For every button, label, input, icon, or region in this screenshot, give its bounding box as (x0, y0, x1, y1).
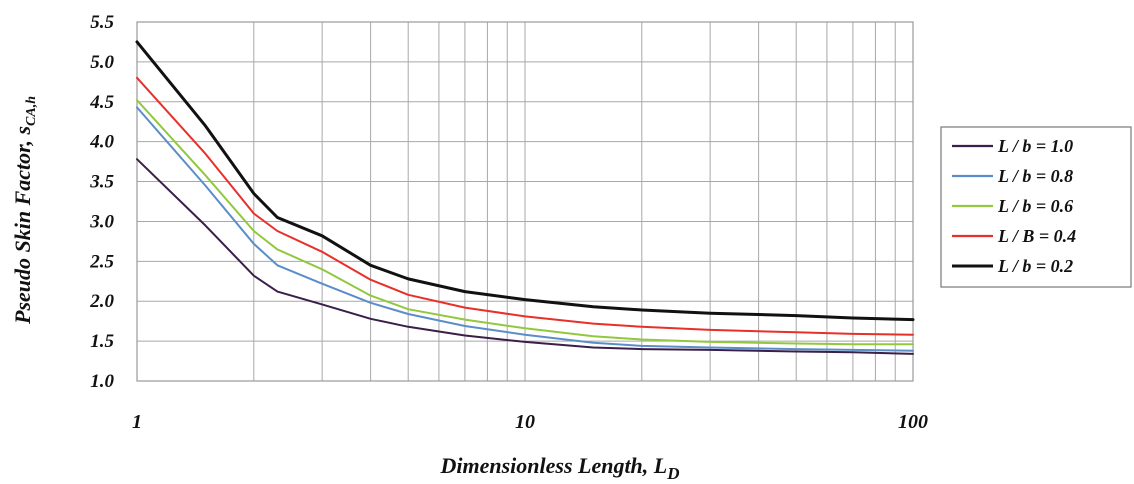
y-tick-label: 4.5 (89, 92, 114, 113)
series-line-4 (136, 76, 914, 336)
y-tick-label: 4.0 (89, 132, 114, 153)
y-tick-labels: 1.0 1.5 2.0 2.5 3.0 3.5 4.0 4.5 5.0 5.5 (89, 12, 114, 392)
y-tick-label: 5.0 (90, 52, 114, 73)
legend: L / b = 1.0 L / b = 0.8 L / b = 0.6 L / B =… (940, 126, 1132, 288)
grid (137, 21, 913, 382)
y-tick-label: 2.5 (89, 251, 114, 272)
series-line-3 (136, 99, 914, 346)
series-line-2 (136, 106, 914, 352)
y-tick-label: 1.0 (90, 371, 114, 392)
series-lines (135, 40, 915, 355)
legend-label: L / b = 0.6 (997, 196, 1073, 216)
y-tick-label: 3.0 (89, 211, 114, 232)
y-axis-title: Pseudo Skin Factor, sCA,h (10, 96, 39, 325)
x-tick-label: 100 (898, 411, 928, 433)
x-tick-labels: 1 10 100 (132, 411, 928, 433)
y-tick-label: 5.5 (90, 12, 114, 33)
x-axis-title: Dimensionless Length, LD (439, 453, 679, 479)
legend-items: L / b = 1.0 L / b = 0.8 L / b = 0.6 L / B =… (952, 136, 1076, 276)
y-tick-label: 2.0 (89, 291, 114, 312)
series-line-1 (136, 158, 914, 355)
legend-label: L / b = 0.8 (997, 166, 1073, 186)
legend-label: L / b = 1.0 (997, 136, 1073, 156)
x-tick-label: 10 (515, 411, 535, 433)
y-tick-label: 3.5 (89, 172, 114, 193)
y-tick-label: 1.5 (90, 331, 114, 352)
x-tick-label: 1 (132, 411, 142, 433)
plot-frame (136, 21, 914, 382)
series-line-5 (135, 40, 915, 322)
legend-label: L / b = 0.2 (997, 256, 1073, 276)
legend-label: L / B = 0.4 (997, 226, 1076, 246)
